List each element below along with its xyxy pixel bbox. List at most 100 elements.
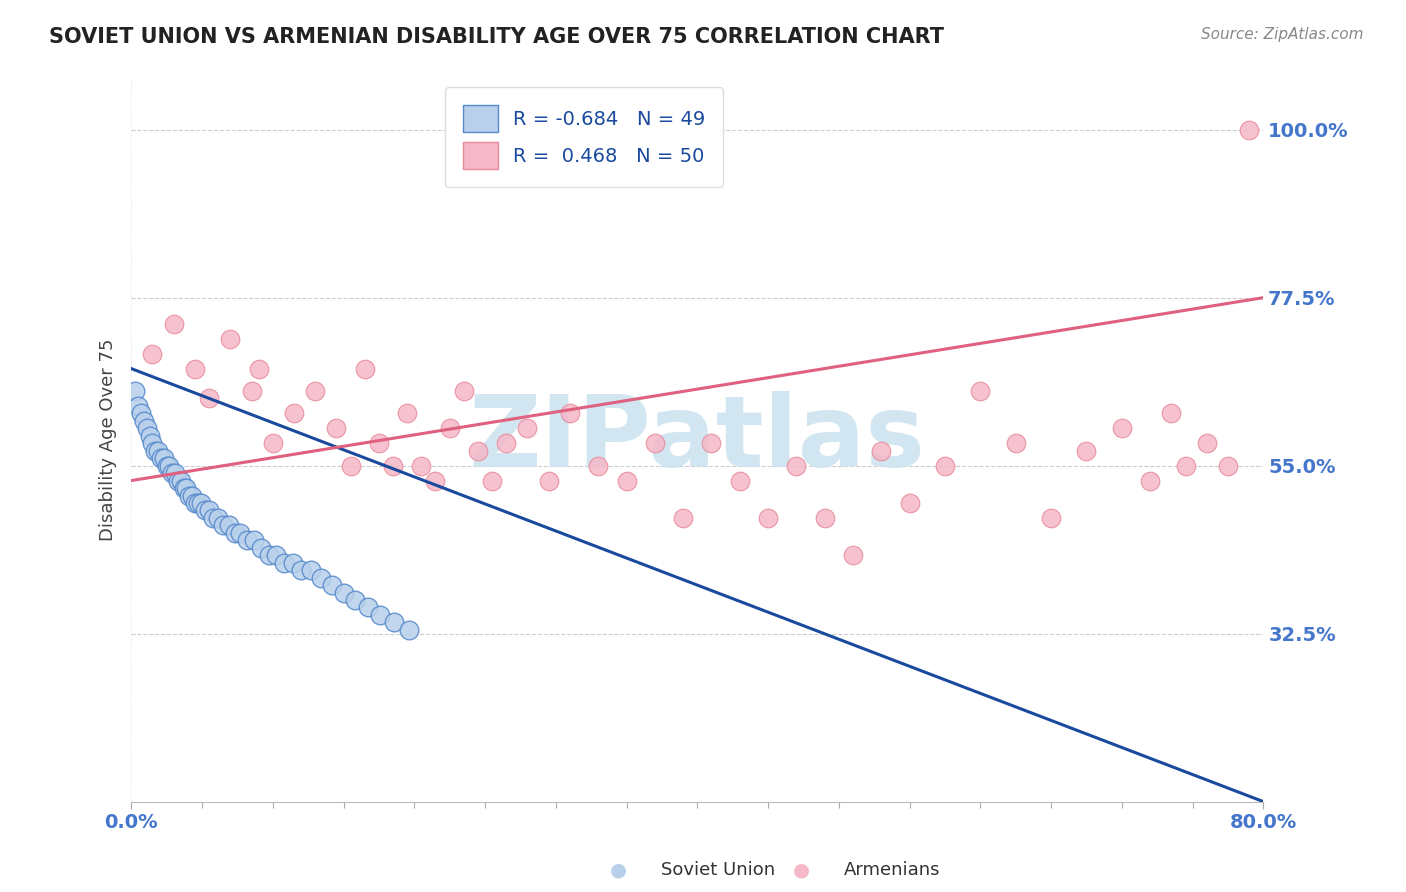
Point [273, 556, 295, 570]
Point [1076, 443, 1098, 458]
Point [558, 406, 581, 420]
Point [290, 563, 312, 577]
Point [152, 451, 174, 466]
Point [194, 503, 217, 517]
Point [870, 443, 893, 458]
Text: Source: ZipAtlas.com: Source: ZipAtlas.com [1201, 27, 1364, 42]
Point [384, 615, 406, 630]
Point [586, 458, 609, 473]
Point [1111, 421, 1133, 435]
Point [467, 443, 489, 458]
Point [149, 451, 172, 466]
Point [198, 392, 221, 406]
Point [162, 466, 184, 480]
Point [127, 399, 149, 413]
Point [262, 436, 284, 450]
Point [146, 443, 169, 458]
Point [516, 421, 538, 435]
Point [124, 384, 146, 398]
Point [184, 496, 207, 510]
Point [184, 361, 207, 376]
Point [141, 436, 163, 450]
Point [141, 346, 163, 360]
Point [243, 533, 266, 548]
Point [495, 436, 517, 450]
Point [332, 585, 354, 599]
Text: Soviet Union: Soviet Union [661, 861, 775, 879]
Point [785, 458, 807, 473]
Point [170, 474, 193, 488]
Point [398, 623, 420, 637]
Point [537, 474, 560, 488]
Point [343, 593, 366, 607]
Point [898, 496, 921, 510]
Y-axis label: Disability Age Over 75: Disability Age Over 75 [100, 338, 117, 541]
Point [367, 436, 389, 450]
Point [353, 361, 375, 376]
Point [304, 384, 326, 398]
Point [1237, 122, 1260, 136]
Point [138, 429, 160, 443]
Point [219, 332, 242, 346]
Point [156, 458, 179, 473]
Point [250, 541, 273, 555]
Point [257, 548, 280, 562]
Point [143, 443, 166, 458]
Point [814, 511, 837, 525]
Point [207, 511, 229, 525]
Point [135, 421, 157, 435]
Point [396, 406, 419, 420]
Point [132, 414, 155, 428]
Point [453, 384, 475, 398]
Point [439, 421, 461, 435]
Point [224, 525, 246, 540]
Point [325, 421, 347, 435]
Point [167, 474, 190, 488]
Point [179, 489, 201, 503]
Point [934, 458, 956, 473]
Point [299, 563, 322, 577]
Point [1174, 458, 1197, 473]
Point [700, 436, 723, 450]
Point [1160, 406, 1182, 420]
Point [1139, 474, 1161, 488]
Point [173, 481, 195, 495]
Text: ZIPatlas: ZIPatlas [468, 391, 925, 488]
Point [187, 496, 209, 510]
Legend: R = -0.684   N = 49, R =  0.468   N = 50: R = -0.684 N = 49, R = 0.468 N = 50 [446, 87, 723, 187]
Point [644, 436, 666, 450]
Point [969, 384, 991, 398]
Point [181, 489, 204, 503]
Point [129, 406, 152, 420]
Text: ●: ● [610, 860, 627, 880]
Text: ●: ● [793, 860, 810, 880]
Point [159, 458, 181, 473]
Text: SOVIET UNION VS ARMENIAN DISABILITY AGE OVER 75 CORRELATION CHART: SOVIET UNION VS ARMENIAN DISABILITY AGE … [49, 27, 945, 46]
Point [309, 571, 332, 585]
Point [163, 317, 186, 331]
Point [672, 511, 695, 525]
Point [229, 525, 252, 540]
Point [339, 458, 361, 473]
Point [281, 556, 304, 570]
Point [425, 474, 447, 488]
Point [283, 406, 305, 420]
Point [356, 600, 378, 615]
Point [368, 607, 391, 622]
Point [728, 474, 751, 488]
Point [202, 511, 225, 525]
Point [218, 518, 240, 533]
Text: Armenians: Armenians [844, 861, 941, 879]
Point [198, 503, 221, 517]
Point [176, 481, 198, 495]
Point [247, 361, 270, 376]
Point [321, 578, 343, 592]
Point [236, 533, 259, 548]
Point [756, 511, 779, 525]
Point [1040, 511, 1063, 525]
Point [481, 474, 503, 488]
Point [212, 518, 235, 533]
Point [165, 466, 187, 480]
Point [411, 458, 433, 473]
Point [382, 458, 405, 473]
